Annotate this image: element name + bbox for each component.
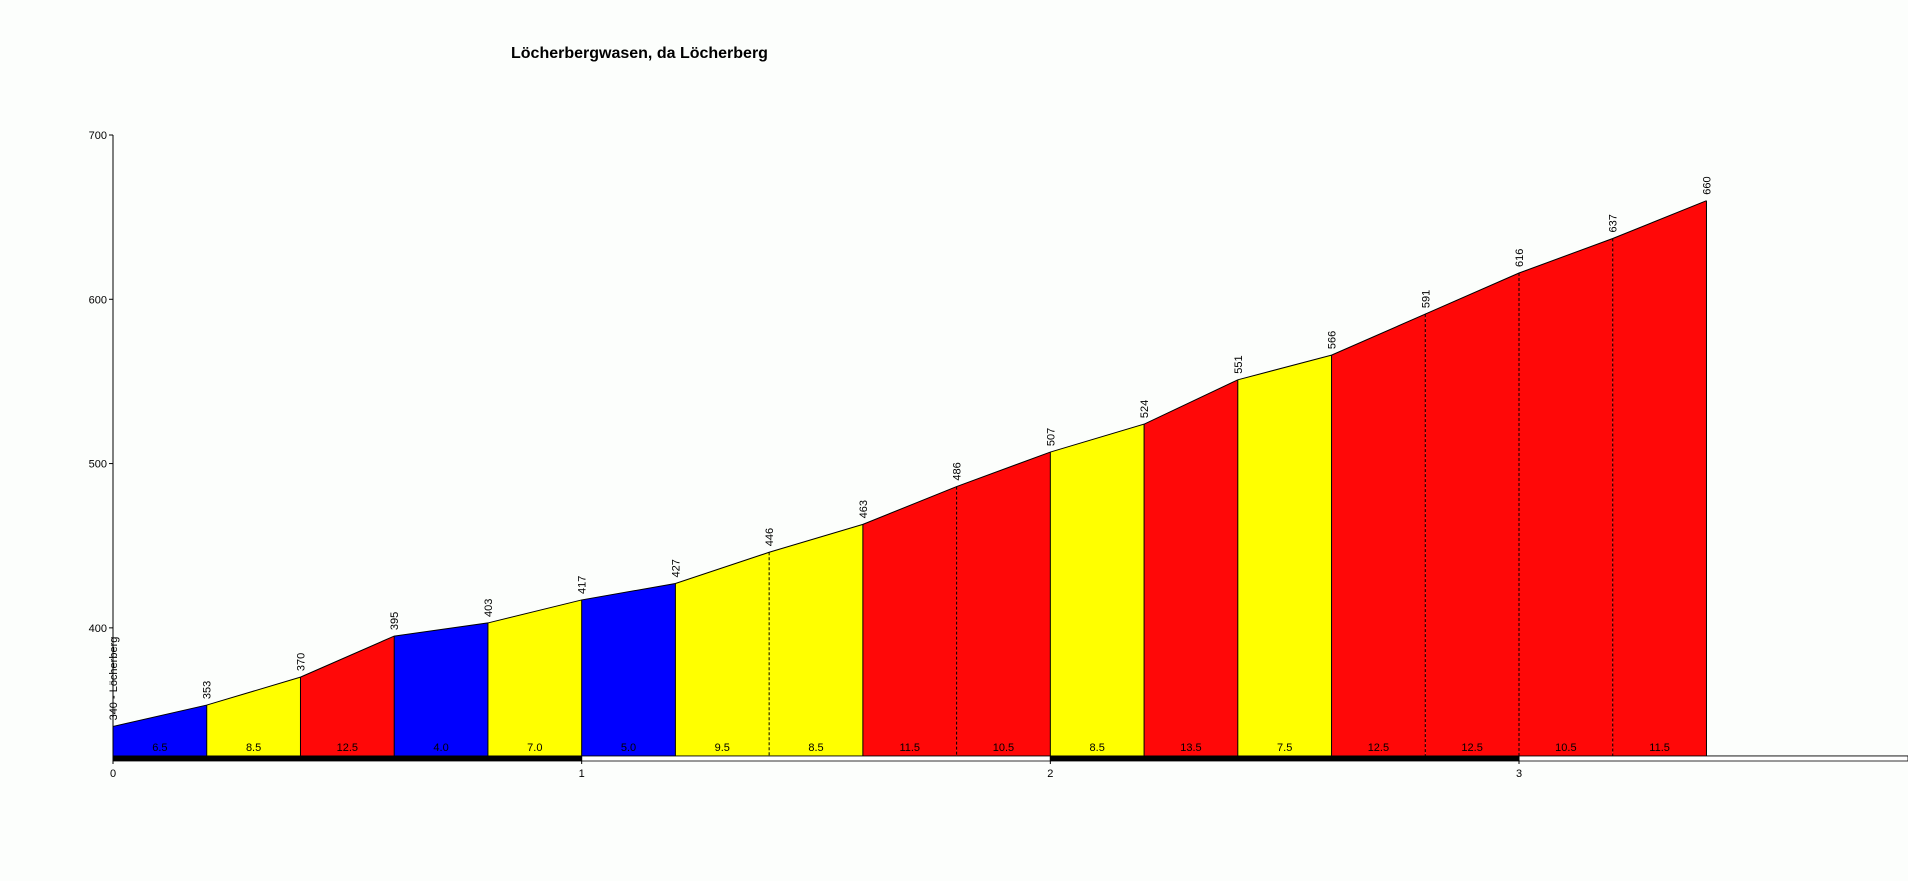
segment-area [1519,238,1613,756]
elevation-label: 566 [1327,331,1339,349]
km-bar [581,755,1051,762]
segment-gradient-label: 8.5 [1090,742,1105,754]
y-tick-label: 500 [89,459,107,471]
elevation-label: 616 [1514,249,1526,267]
segment-area [956,452,1051,756]
elevation-label: 660 [1701,176,1713,194]
segment-area [1425,273,1520,756]
elevation-label: 637 [1608,214,1620,232]
segment-gradient-label: 12.5 [1461,742,1482,754]
segment-gradient-label: 7.0 [527,742,542,754]
x-tick-label: 1 [579,768,585,780]
y-tick-label: 400 [89,623,107,635]
segment-area [1144,379,1238,756]
segment-area [862,486,957,756]
elevation-label: 591 [1420,290,1432,308]
segment-area [487,599,582,756]
y-tick-label: 700 [89,130,107,142]
profile-line [112,200,1707,727]
elevation-label: 370 [295,653,307,671]
segment-area [300,636,395,756]
chart-title: Löcherbergwasen, da Löcherberg [511,45,768,62]
segment-gradient-label: 6.5 [152,742,167,754]
elevation-label: 427 [670,559,682,577]
x-tick-label: 2 [1047,768,1053,780]
segment-gradient-label: 5.0 [621,742,636,754]
segment-area [581,583,676,756]
elevation-label: 551 [1233,355,1245,373]
segment-gradient-label: 8.5 [808,742,823,754]
x-tick-label: 3 [1516,768,1522,780]
elevation-label: 446 [764,528,776,546]
km-bar [112,755,583,762]
segment-gradient-label: 10.5 [1555,742,1576,754]
segment-area [1331,314,1426,756]
segment-gradient-label: 13.5 [1180,742,1201,754]
y-tick-label: 600 [89,294,107,306]
km-bar [1049,755,1520,762]
elevation-label: 395 [389,612,401,630]
segment-area [1050,424,1145,756]
segment-gradient-label: 12.5 [337,742,358,754]
segment-area [675,552,770,756]
elevation-label: 507 [1045,428,1057,446]
elevation-label: 486 [952,462,964,480]
segment-gradient-label: 10.5 [993,742,1014,754]
segment-gradient-label: 8.5 [246,742,261,754]
segment-gradient-label: 7.5 [1277,742,1292,754]
segment-area [1237,355,1332,756]
segment-area [769,524,863,756]
x-tick-label: 0 [110,768,116,780]
elevation-label: 524 [1139,400,1151,418]
elevation-label: 353 [202,681,214,699]
segment-area [394,622,488,756]
km-bar [1518,755,1908,762]
elevation-label: 340 - Löcherberg [108,637,120,721]
segment-area [206,677,301,756]
segment-gradient-label: 11.5 [1649,742,1670,754]
elevation-label: 463 [858,500,870,518]
elevation-label: 417 [577,576,589,594]
segment-gradient-label: 4.0 [433,742,448,754]
segment-gradient-label: 11.5 [899,742,920,754]
segment-gradient-label: 9.5 [715,742,730,754]
segment-area [113,705,207,756]
segment-area [1612,200,1707,756]
segment-gradient-label: 12.5 [1368,742,1389,754]
elevation-label: 403 [483,599,495,617]
